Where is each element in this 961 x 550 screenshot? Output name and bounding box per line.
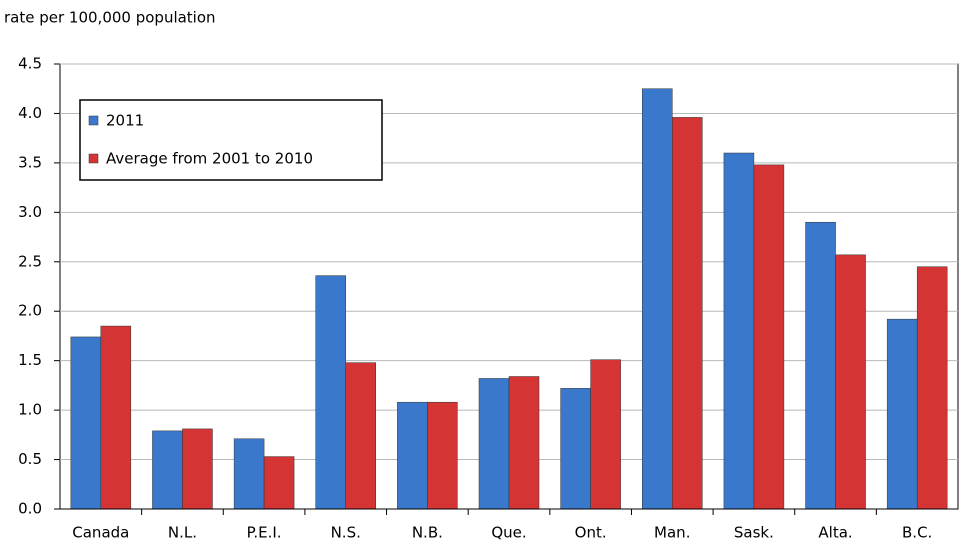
x-tick-label: P.E.I.: [247, 524, 282, 542]
bar: [182, 428, 213, 510]
x-tick-label: N.S.: [331, 524, 361, 542]
bar: [590, 359, 621, 510]
y-axis-label: rate per 100,000 population: [4, 9, 216, 27]
bar: [345, 362, 376, 510]
bar: [233, 438, 265, 510]
bar: [100, 325, 132, 510]
bar: [397, 401, 428, 510]
bar: [916, 266, 948, 510]
y-tick-label: 1.0: [18, 401, 42, 419]
bar: [723, 152, 755, 510]
bar: [753, 164, 785, 510]
x-tick-label: Alta.: [818, 524, 852, 542]
x-tick-label: N.B.: [412, 524, 443, 542]
y-tick-label: 2.0: [18, 302, 42, 320]
bar: [560, 388, 591, 510]
bar: [886, 318, 918, 510]
y-tick-label: 1.5: [18, 351, 42, 369]
bar: [642, 88, 673, 510]
y-tick-label: 4.0: [18, 104, 42, 122]
legend-swatch: [88, 153, 99, 164]
bar: [263, 456, 295, 510]
x-tick-label: B.C.: [902, 524, 932, 542]
y-tick-label: 0.5: [18, 450, 42, 468]
x-tick-label: Canada: [72, 524, 129, 542]
bar: [805, 221, 836, 510]
bar: [478, 378, 510, 510]
y-tick-label: 3.0: [18, 203, 42, 221]
bar: [152, 430, 183, 510]
bar: [508, 376, 540, 510]
x-tick-label: Sask.: [734, 524, 774, 542]
y-tick-label: 2.5: [18, 252, 42, 270]
bar: [70, 336, 102, 510]
bar: [672, 117, 703, 510]
x-tick-label: N.L.: [168, 524, 197, 542]
legend-label: Average from 2001 to 2010: [106, 150, 313, 168]
y-tick-label: 0.0: [18, 500, 42, 518]
y-tick-label: 3.5: [18, 153, 42, 171]
bar: [315, 275, 346, 510]
legend-box: [79, 99, 383, 181]
legend-label: 2011: [106, 112, 144, 130]
x-tick-label: Que.: [491, 524, 526, 542]
x-tick-label: Ont.: [575, 524, 607, 542]
x-tick-label: Man.: [654, 524, 690, 542]
bar: [835, 254, 866, 510]
bar: [427, 401, 458, 510]
legend-swatch: [88, 115, 99, 126]
y-tick-label: 4.5: [18, 55, 42, 73]
